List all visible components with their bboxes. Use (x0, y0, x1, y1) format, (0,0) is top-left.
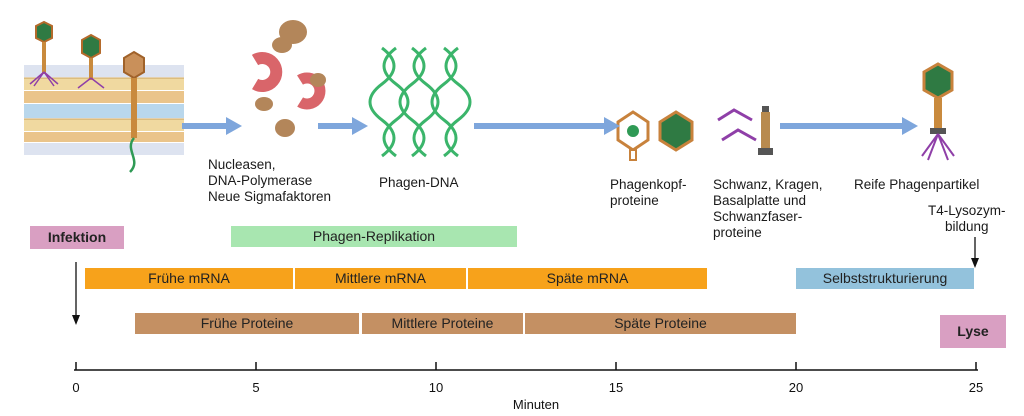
axis-tick-marks (75, 362, 977, 370)
axis-tick-25: 25 (968, 380, 984, 395)
label-mature-phage: Reife Phagenpartikel (854, 177, 980, 192)
bar-early-mrna: Frühe mRNA (85, 268, 293, 289)
lysis-badge: Lyse (940, 315, 1006, 348)
bar-phage-replication: Phagen-Replikation (231, 226, 517, 247)
event-arrows (72, 237, 979, 325)
infection-badge: Infektion (30, 226, 124, 249)
bar-late-mrna: Späte mRNA (466, 268, 707, 289)
label-phage-dna: Phagen-DNA (379, 175, 459, 190)
flow-arrows (182, 117, 918, 135)
mature-phage-icon (921, 62, 955, 161)
bar-self-assembly: Selbststrukturierung (796, 268, 974, 289)
axis-tick-0: 0 (72, 380, 80, 395)
label-lysozyme: T4-Lysozym- bildung (928, 203, 1006, 234)
label-tail-proteins: Schwanz, Kragen, Basalplatte und Schwanz… (713, 177, 823, 240)
bar-middle-mrna: Mittlere mRNA (293, 268, 466, 289)
bar-late-proteins: Späte Proteine (523, 313, 796, 334)
tail-components-icon (717, 106, 773, 155)
axis-title: Minuten (512, 397, 560, 412)
infected-cell-membrane-icon (24, 20, 184, 173)
phage-head-proteins-icon (616, 110, 694, 161)
axis-tick-20: 20 (788, 380, 804, 395)
axis-tick-10: 10 (428, 380, 444, 395)
enzyme-proteins-icon (251, 20, 326, 137)
phage-dna-helix-icon (368, 46, 472, 158)
bar-middle-proteins: Mittlere Proteine (360, 313, 523, 334)
bar-early-proteins: Frühe Proteine (135, 313, 359, 334)
axis-tick-5: 5 (252, 380, 260, 395)
label-enzymes: Nucleasen, DNA-Polymerase Neue Sigmafakt… (208, 157, 332, 204)
axis-tick-15: 15 (608, 380, 624, 395)
label-head-proteins: Phagenkopf- proteine (610, 177, 687, 208)
